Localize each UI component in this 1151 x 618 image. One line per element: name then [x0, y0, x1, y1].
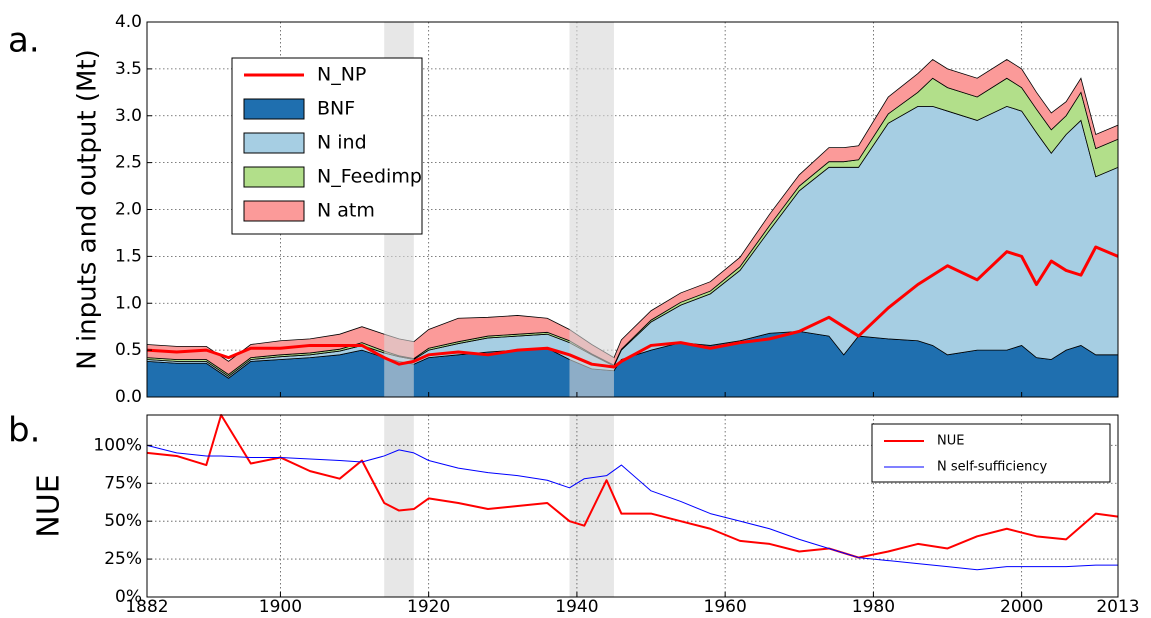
y-tick-label: 0.5	[115, 340, 142, 360]
y-axis-label: N inputs and output (Mt)	[73, 49, 103, 370]
x-tick-label: 1960	[704, 597, 747, 617]
plot-frame	[146, 414, 1119, 598]
legend-label: N self-sufficiency	[937, 460, 1048, 475]
y-tick-label: 1.5	[115, 246, 142, 266]
panel-label: a.	[8, 21, 40, 61]
legend-label: N_Feedimp	[317, 166, 422, 188]
legend-label: N ind	[317, 132, 367, 154]
x-tick-label: 1900	[259, 597, 302, 617]
y-tick-label: 4.0	[115, 12, 142, 32]
shaded-period	[569, 22, 614, 397]
shaded-period	[569, 415, 614, 597]
legend-box	[871, 423, 1111, 483]
legend-label: NUE	[937, 434, 964, 449]
y-tick-label: 100%	[93, 435, 142, 455]
y-tick-label: 1.0	[115, 293, 142, 313]
y-tick-label: 3.5	[115, 59, 142, 79]
legend-swatch	[243, 166, 305, 188]
x-tick-label: 1920	[407, 597, 450, 617]
legend-label: N atm	[317, 200, 375, 222]
x-tick-label: 1940	[555, 597, 598, 617]
line	[146, 444, 1118, 571]
line	[146, 414, 1119, 559]
y-tick-label: 2.0	[115, 200, 142, 220]
y-axis-label: NUE	[32, 474, 67, 537]
x-tick-label: 2000	[1000, 597, 1043, 617]
x-tick-label: 1882	[125, 597, 168, 617]
y-tick-label: 3.0	[115, 106, 142, 126]
legend-swatch	[243, 200, 305, 222]
legend-swatch	[243, 98, 305, 120]
y-tick-label: 0.0	[115, 387, 142, 407]
x-tick-label: 1980	[852, 597, 895, 617]
legend-label: N_NP	[317, 64, 366, 86]
y-tick-label: 75%	[104, 473, 142, 493]
y-tick-label: 50%	[104, 511, 142, 531]
x-tick-label: 2013	[1096, 597, 1139, 617]
line	[146, 245, 1119, 369]
y-tick-label: 25%	[104, 549, 142, 569]
panel-label: b.	[8, 411, 40, 451]
legend-label: BNF	[317, 98, 355, 120]
legend-swatch	[243, 132, 305, 154]
y-tick-label: 2.5	[115, 153, 142, 173]
y-tick-label: 0%	[115, 587, 142, 607]
